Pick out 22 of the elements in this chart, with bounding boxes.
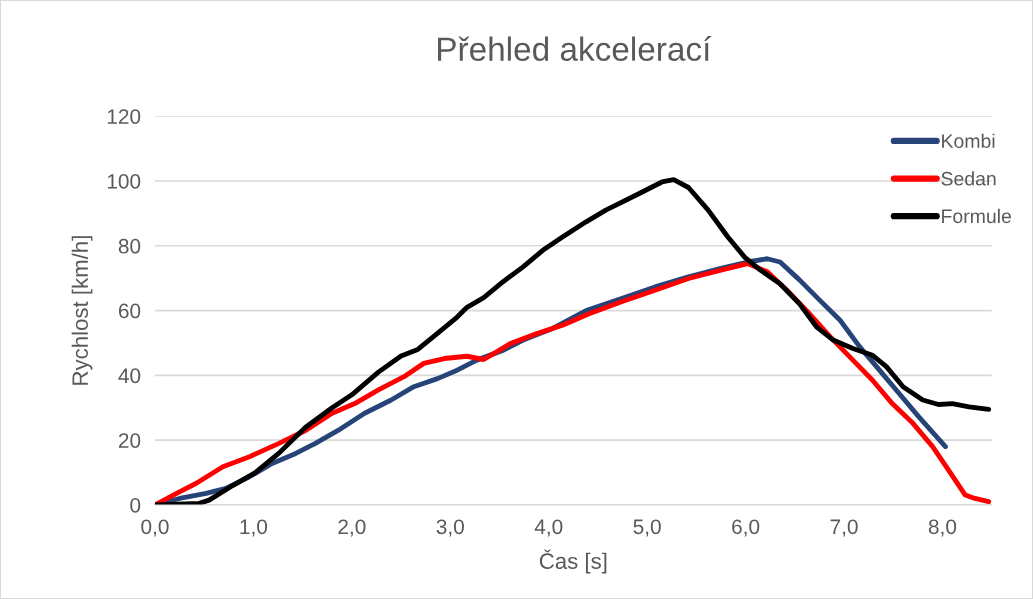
- x-tick-label: 6,0: [732, 519, 760, 537]
- y-tick-label: 60: [118, 303, 141, 319]
- y-tick-label: 120: [107, 109, 141, 124]
- y-tick-label: 100: [107, 174, 141, 189]
- x-tick-label: 2,0: [338, 519, 366, 537]
- y-tick-label: 20: [118, 433, 141, 448]
- y-tick-label: 0: [130, 497, 141, 513]
- x-tick-label: 8,0: [928, 519, 957, 537]
- chart-title: Přehled akcelerací: [438, 36, 712, 61]
- x-tick-label: 7,0: [830, 519, 858, 537]
- y-axis-title: Rychlost [km/h]: [71, 236, 93, 385]
- legend-label: Formule: [942, 208, 1011, 224]
- x-tick-label: 1,0: [240, 519, 268, 537]
- x-tick-label: 0,0: [141, 519, 169, 537]
- x-tick-label: 3,0: [436, 519, 464, 537]
- x-axis-title: Čas [s]: [539, 549, 607, 574]
- y-tick-label: 40: [118, 368, 141, 384]
- legend-label: Kombi: [942, 133, 995, 148]
- x-tick-label: 5,0: [633, 519, 661, 537]
- y-tick-label: 80: [118, 238, 141, 254]
- legend-label: Sedan: [941, 171, 996, 186]
- x-tick-label: 4,0: [534, 519, 563, 537]
